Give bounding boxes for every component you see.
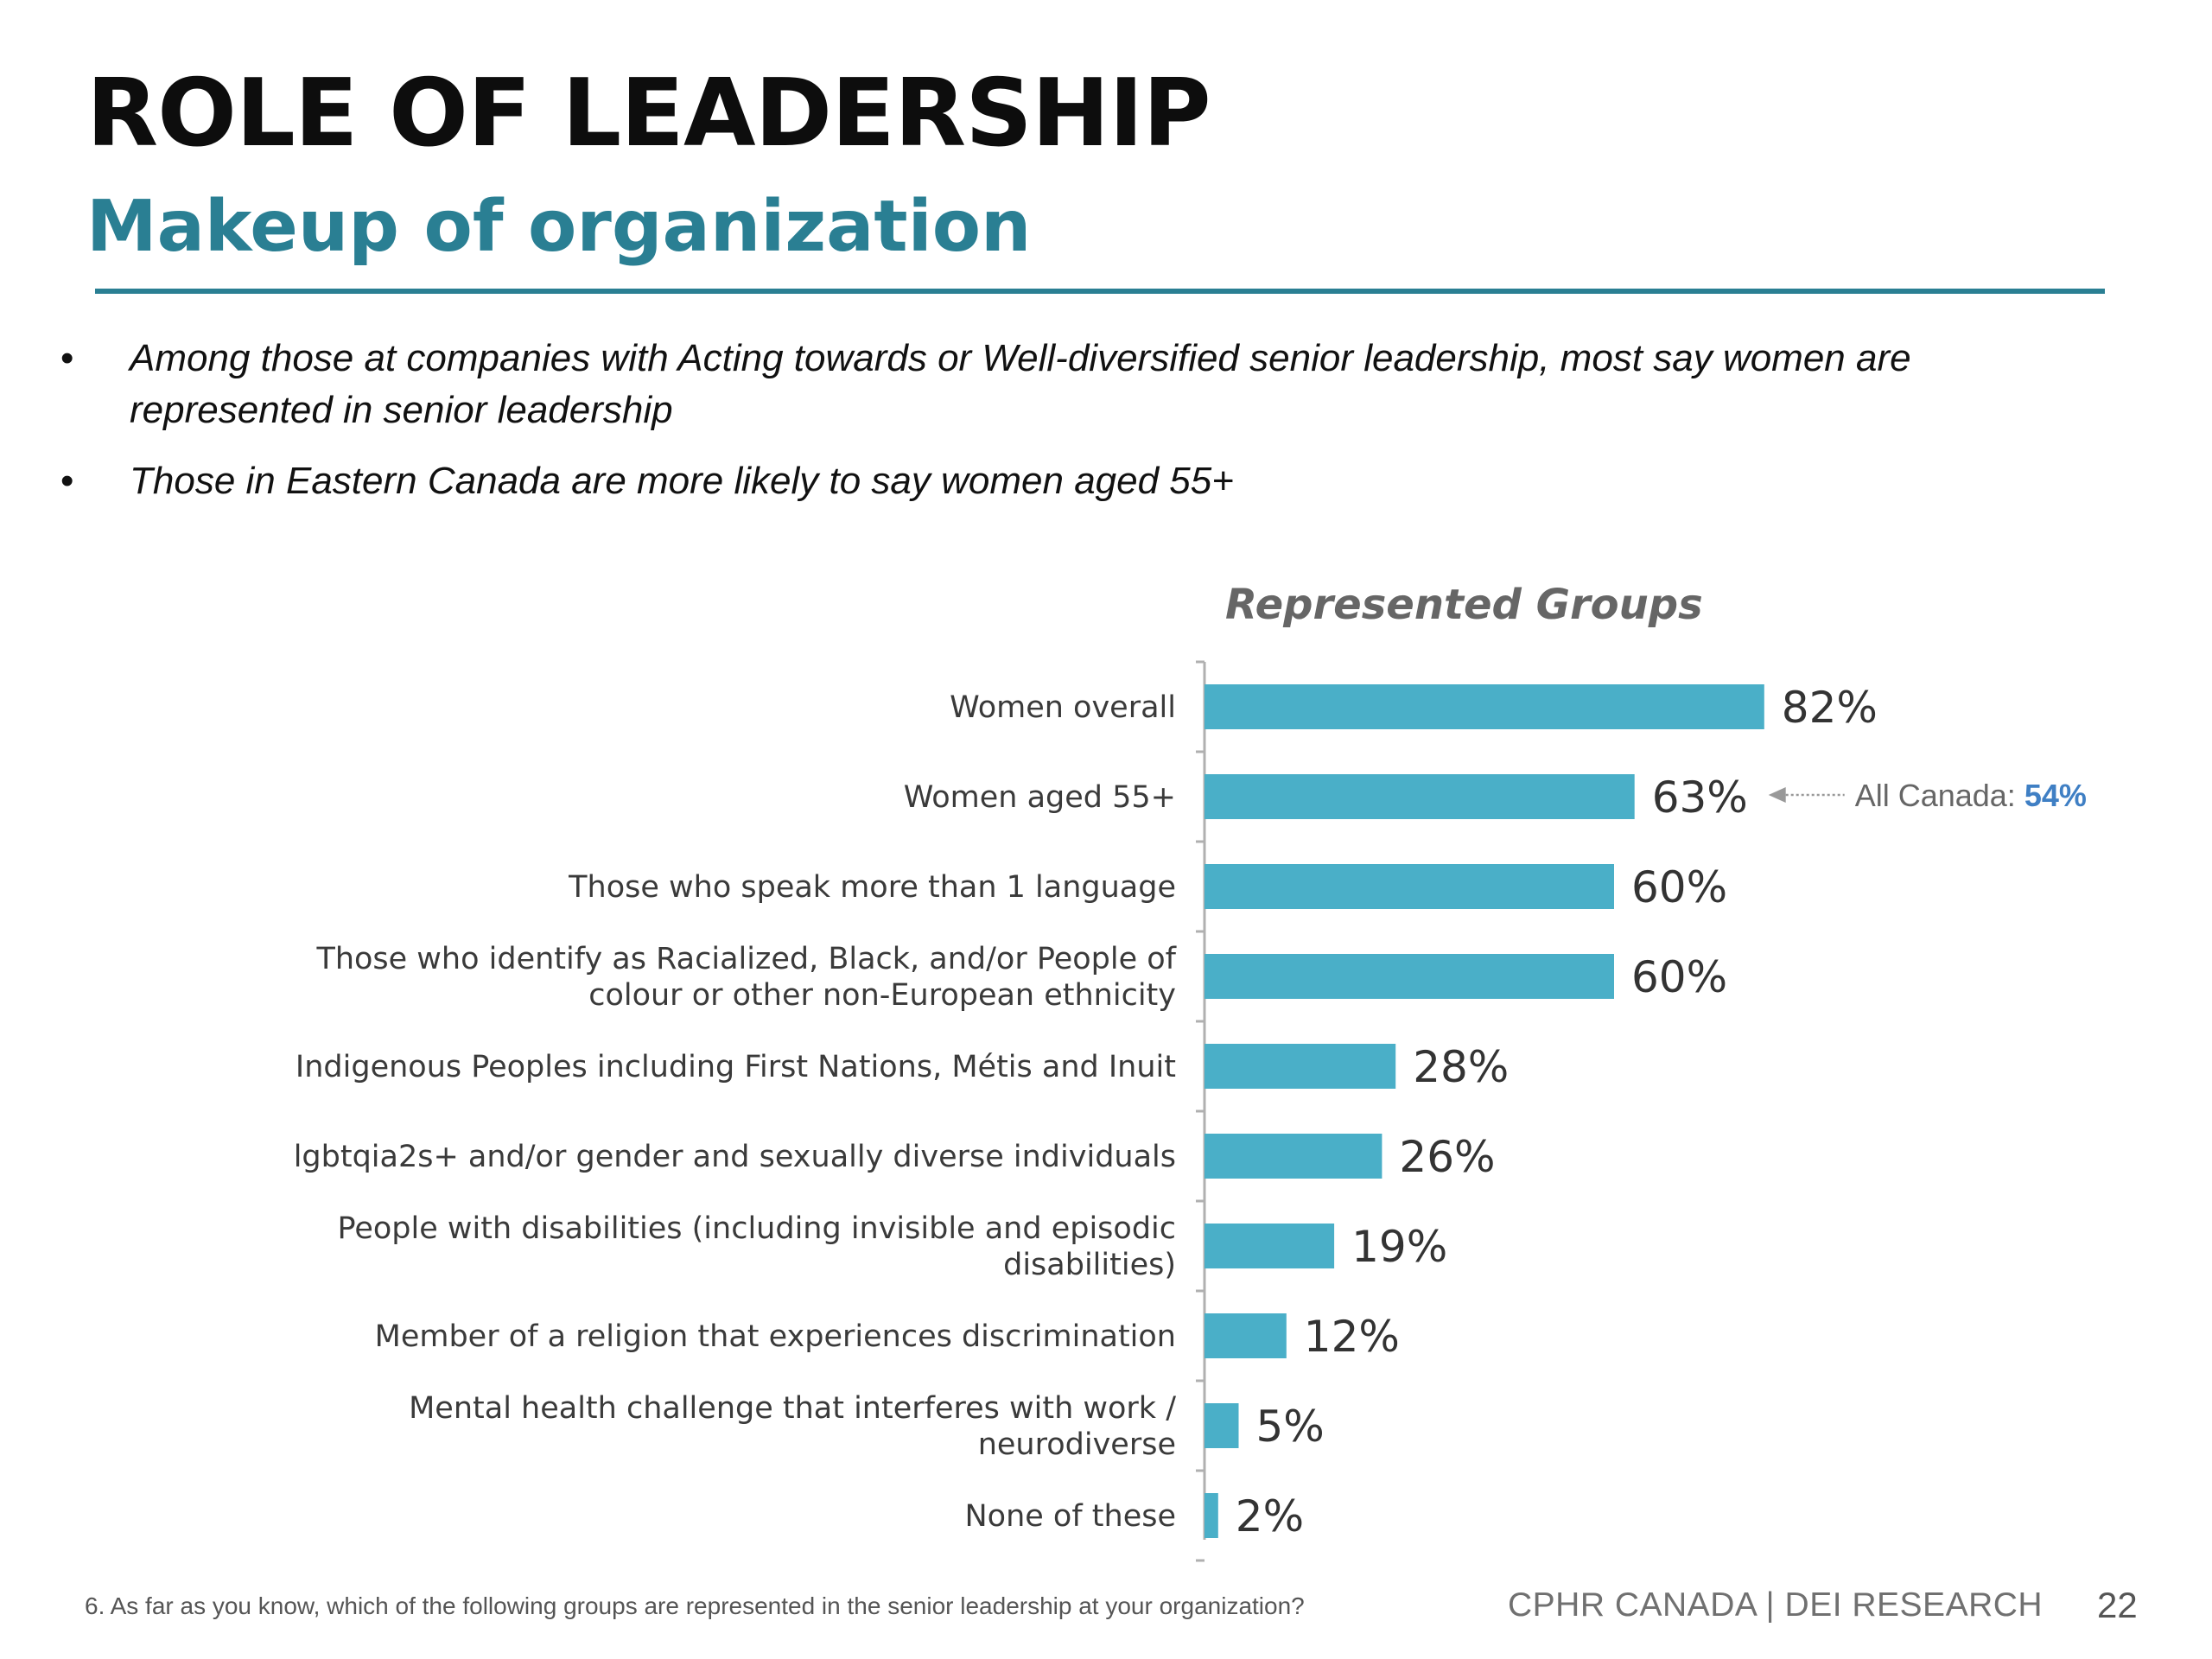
category-label: Indigenous Peoples including First Natio…	[296, 1050, 1176, 1084]
bullet-dot-icon: •	[60, 337, 74, 379]
arrow-left-icon	[1768, 787, 1786, 803]
category-label-line: lgbtqia2s+ and/or gender and sexually di…	[294, 1140, 1176, 1174]
category-label-line: People with disabilities (including invi…	[338, 1211, 1177, 1246]
page-number: 22	[2097, 1585, 2138, 1625]
category-label: Women aged 55+	[904, 780, 1176, 815]
category-label-line: Indigenous Peoples including First Natio…	[296, 1050, 1176, 1084]
footer-brand: CPHR CANADA | DEI RESEARCH	[1508, 1586, 2044, 1624]
bullet-text: Those in Eastern Canada are more likely …	[130, 460, 1234, 502]
title-divider	[95, 289, 2105, 294]
survey-question-footnote: 6. As far as you know, which of the foll…	[85, 1592, 1305, 1619]
category-label-line: Member of a religion that experiences di…	[375, 1319, 1176, 1354]
bar	[1205, 1403, 1239, 1448]
chart-title: Represented Groups	[1225, 581, 1703, 629]
category-label: Mental health challenge that interferes …	[409, 1391, 1176, 1462]
bullet-dot-icon: •	[60, 460, 74, 502]
data-label: 5%	[1256, 1402, 1325, 1452]
slide-subtitle: Makeup of organization	[86, 186, 1032, 268]
all-canada-annotation: All Canada: 54%	[1768, 778, 2087, 813]
data-label: 63%	[1652, 772, 1748, 823]
data-label: 82%	[1782, 683, 1878, 733]
bar	[1205, 1493, 1218, 1538]
bar	[1205, 684, 1764, 729]
slide-title: ROLE OF LEADERSHIP	[86, 60, 1211, 168]
bar	[1205, 1224, 1335, 1268]
bar	[1205, 774, 1635, 819]
data-label: 26%	[1399, 1132, 1495, 1182]
category-label-line: Those who speak more than 1 language	[568, 870, 1176, 905]
bullet-item: • Among those at companies with Acting t…	[52, 333, 2065, 436]
category-label-line: disabilities)	[1003, 1248, 1176, 1282]
category-label-line: Women overall	[950, 690, 1176, 725]
bar	[1205, 1044, 1396, 1089]
data-label: 12%	[1304, 1312, 1400, 1362]
bullet-item: • Those in Eastern Canada are more likel…	[52, 455, 2065, 507]
category-label-line: colour or other non-European ethnicity	[588, 978, 1176, 1013]
bar	[1205, 1134, 1382, 1179]
category-label-line: neurodiverse	[978, 1427, 1176, 1462]
category-label-line: None of these	[964, 1499, 1176, 1534]
data-label: 28%	[1413, 1042, 1509, 1092]
annotation-value: 54%	[2024, 778, 2087, 813]
category-label: None of these	[964, 1499, 1176, 1534]
bar	[1205, 864, 1614, 909]
data-label: 60%	[1631, 952, 1727, 1002]
category-label-line: Those who identify as Racialized, Black,…	[315, 942, 1176, 976]
bar	[1205, 1313, 1287, 1358]
category-label: Women overall	[950, 690, 1176, 725]
annotation-label: All Canada: 54%	[1855, 778, 2087, 813]
category-label-line: Mental health challenge that interferes …	[409, 1391, 1176, 1426]
category-label: lgbtqia2s+ and/or gender and sexually di…	[294, 1140, 1176, 1174]
category-label: Those who identify as Racialized, Black,…	[315, 942, 1176, 1013]
category-label: Those who speak more than 1 language	[568, 870, 1176, 905]
category-label: Member of a religion that experiences di…	[375, 1319, 1176, 1354]
category-label: People with disabilities (including invi…	[338, 1211, 1177, 1282]
data-label: 60%	[1631, 862, 1727, 912]
data-label: 19%	[1351, 1222, 1447, 1272]
bullet-text: Among those at companies with Acting tow…	[130, 337, 1911, 431]
category-label-line: Women aged 55+	[904, 780, 1176, 815]
bullet-list: • Among those at companies with Acting t…	[52, 333, 2065, 526]
data-label: 2%	[1236, 1491, 1304, 1541]
bar	[1205, 954, 1614, 999]
